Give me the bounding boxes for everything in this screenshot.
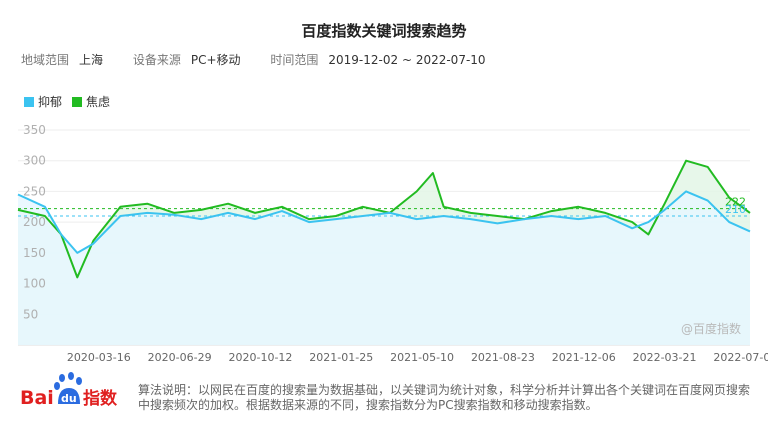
x-tick-2020-06-29: 2020-06-29 [148, 351, 212, 364]
filter-info: 地域范围 上海 设备来源 PC+移动 时间范围 2019-12-02 ~ 2022-0… [21, 51, 512, 68]
x-tick-2020-03-16: 2020-03-16 [67, 351, 131, 364]
y-tick-200: 200 [23, 215, 46, 229]
time-value: 2019-12-02 ~ 2022-07-10 [328, 53, 486, 67]
x-tick-2021-01-25: 2021-01-25 [309, 351, 373, 364]
average-lines [18, 208, 750, 217]
x-tick-labels: 2020-03-16 2020-06-29 2020-10-12 2021-01-25… [67, 351, 768, 364]
series-lines [17, 159, 751, 279]
logo-text-index: 指数 [83, 388, 118, 409]
watermark: @百度指数 [681, 321, 741, 336]
x-tick-2022-03-21: 2022-03-21 [633, 351, 697, 364]
chart-title: 百度指数关键词搜索趋势 [301, 22, 467, 40]
paw-icon [54, 372, 82, 404]
logo-text-du: du [61, 392, 77, 405]
legend-swatch-depression [24, 96, 34, 107]
device-value: PC+移动 [190, 53, 241, 67]
region-label: 地域范围 [21, 53, 70, 67]
y-tick-50: 50 [23, 307, 38, 321]
legend-item-depression[interactable]: 抑郁 [24, 93, 62, 110]
x-tick-2020-10-12: 2020-10-12 [228, 351, 292, 364]
algorithm-note: 算法说明：以网民在百度的搜索量为数据基础，以关键词为统计对象，科学分析并计算出各… [138, 383, 751, 412]
y-tick-250: 250 [23, 184, 46, 198]
y-tick-300: 300 [23, 154, 46, 168]
legend-swatch-anxiety [72, 96, 83, 107]
time-label: 时间范围 [270, 53, 319, 67]
series-fills [18, 160, 750, 345]
line-series-0 [17, 190, 751, 254]
region-value: 上海 [79, 53, 104, 67]
line-series-1 [17, 159, 751, 279]
area-series-0 [18, 191, 750, 345]
x-tick-2021-08-23: 2021-08-23 [471, 351, 535, 364]
legend-label-depression: 抑郁 [38, 95, 63, 109]
chart-legend: 抑郁 焦虑 [24, 93, 110, 110]
legend-label-anxiety: 焦虑 [86, 95, 111, 109]
x-tick-2021-12-06: 2021-12-06 [552, 351, 616, 364]
baidu-index-logo: Bai du 指数 [20, 372, 118, 409]
device-label: 设备来源 [132, 53, 181, 67]
y-tick-150: 150 [23, 246, 46, 260]
x-tick-2021-05-10: 2021-05-10 [390, 351, 454, 364]
logo-text-bai: Bai [20, 387, 54, 409]
average-label-0: 210 [725, 203, 746, 216]
y-tick-100: 100 [23, 277, 46, 291]
y-tick-350: 350 [23, 123, 46, 137]
legend-item-anxiety[interactable]: 焦虑 [72, 93, 110, 110]
average-label-1: 222 [725, 196, 746, 209]
x-tick-2022-07-04: 2022-07-04 [713, 351, 768, 364]
y-tick-labels: 50 100 150 200 250 300 350 [23, 123, 46, 321]
